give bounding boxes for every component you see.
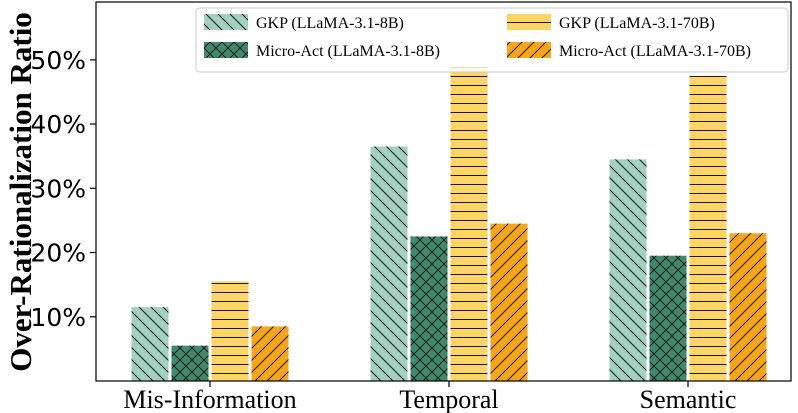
- y-tick-label-0: 10%: [30, 303, 86, 332]
- legend: GKP (LLaMA-3.1-8B) Micro-Act (LLaMA-3.1-8…: [195, 7, 789, 73]
- bar-hatch-0-2: [609, 159, 647, 381]
- x-tick-label-2: Semantic: [640, 385, 737, 413]
- bar-hatch-1-2: [649, 255, 687, 381]
- legend-label-0: GKP (LLaMA-3.1-8B): [256, 15, 404, 32]
- bar-hatch-1-1: [410, 236, 448, 381]
- bars-layer: [131, 66, 767, 382]
- bar-hatch-0-1: [370, 146, 408, 381]
- bar-hatch-3-2: [729, 233, 767, 381]
- y-tick-label-2: 30%: [30, 174, 86, 203]
- legend-label-2: GKP (LLaMA-3.1-70B): [559, 15, 715, 32]
- bar-hatch-2-2: [689, 75, 727, 382]
- x-tick-label-1: Temporal: [399, 385, 498, 413]
- bar-hatch-2-1: [450, 66, 488, 381]
- bar-hatch-3-1: [490, 223, 528, 381]
- legend-swatch-hatch-1: [204, 42, 248, 58]
- y-tick-label-4: 50%: [30, 46, 86, 75]
- y-axis-label: Over-Rationalization Ratio: [3, 12, 38, 372]
- legend-swatch-hatch-0: [204, 14, 248, 30]
- y-tick-label-3: 40%: [30, 110, 86, 139]
- bar-hatch-2-0: [211, 281, 249, 381]
- x-tick-label-0: Mis-Information: [123, 385, 296, 413]
- legend-label-3: Micro-Act (LLaMA-3.1-70B): [559, 43, 751, 60]
- legend-swatch-hatch-3: [507, 42, 551, 58]
- y-tick-label-1: 20%: [30, 239, 86, 268]
- bar-hatch-0-0: [131, 307, 169, 381]
- bar-hatch-3-0: [251, 326, 289, 381]
- legend-label-1: Micro-Act (LLaMA-3.1-8B): [256, 43, 440, 60]
- legend-box: [195, 7, 789, 73]
- legend-swatch-hatch-2: [507, 14, 551, 30]
- plot-frame: [95, 1, 792, 382]
- bar-hatch-1-0: [171, 345, 209, 381]
- axis-layer: 10% 20% 30% 40% 50% Mis-Information Temporal Se…: [30, 1, 792, 413]
